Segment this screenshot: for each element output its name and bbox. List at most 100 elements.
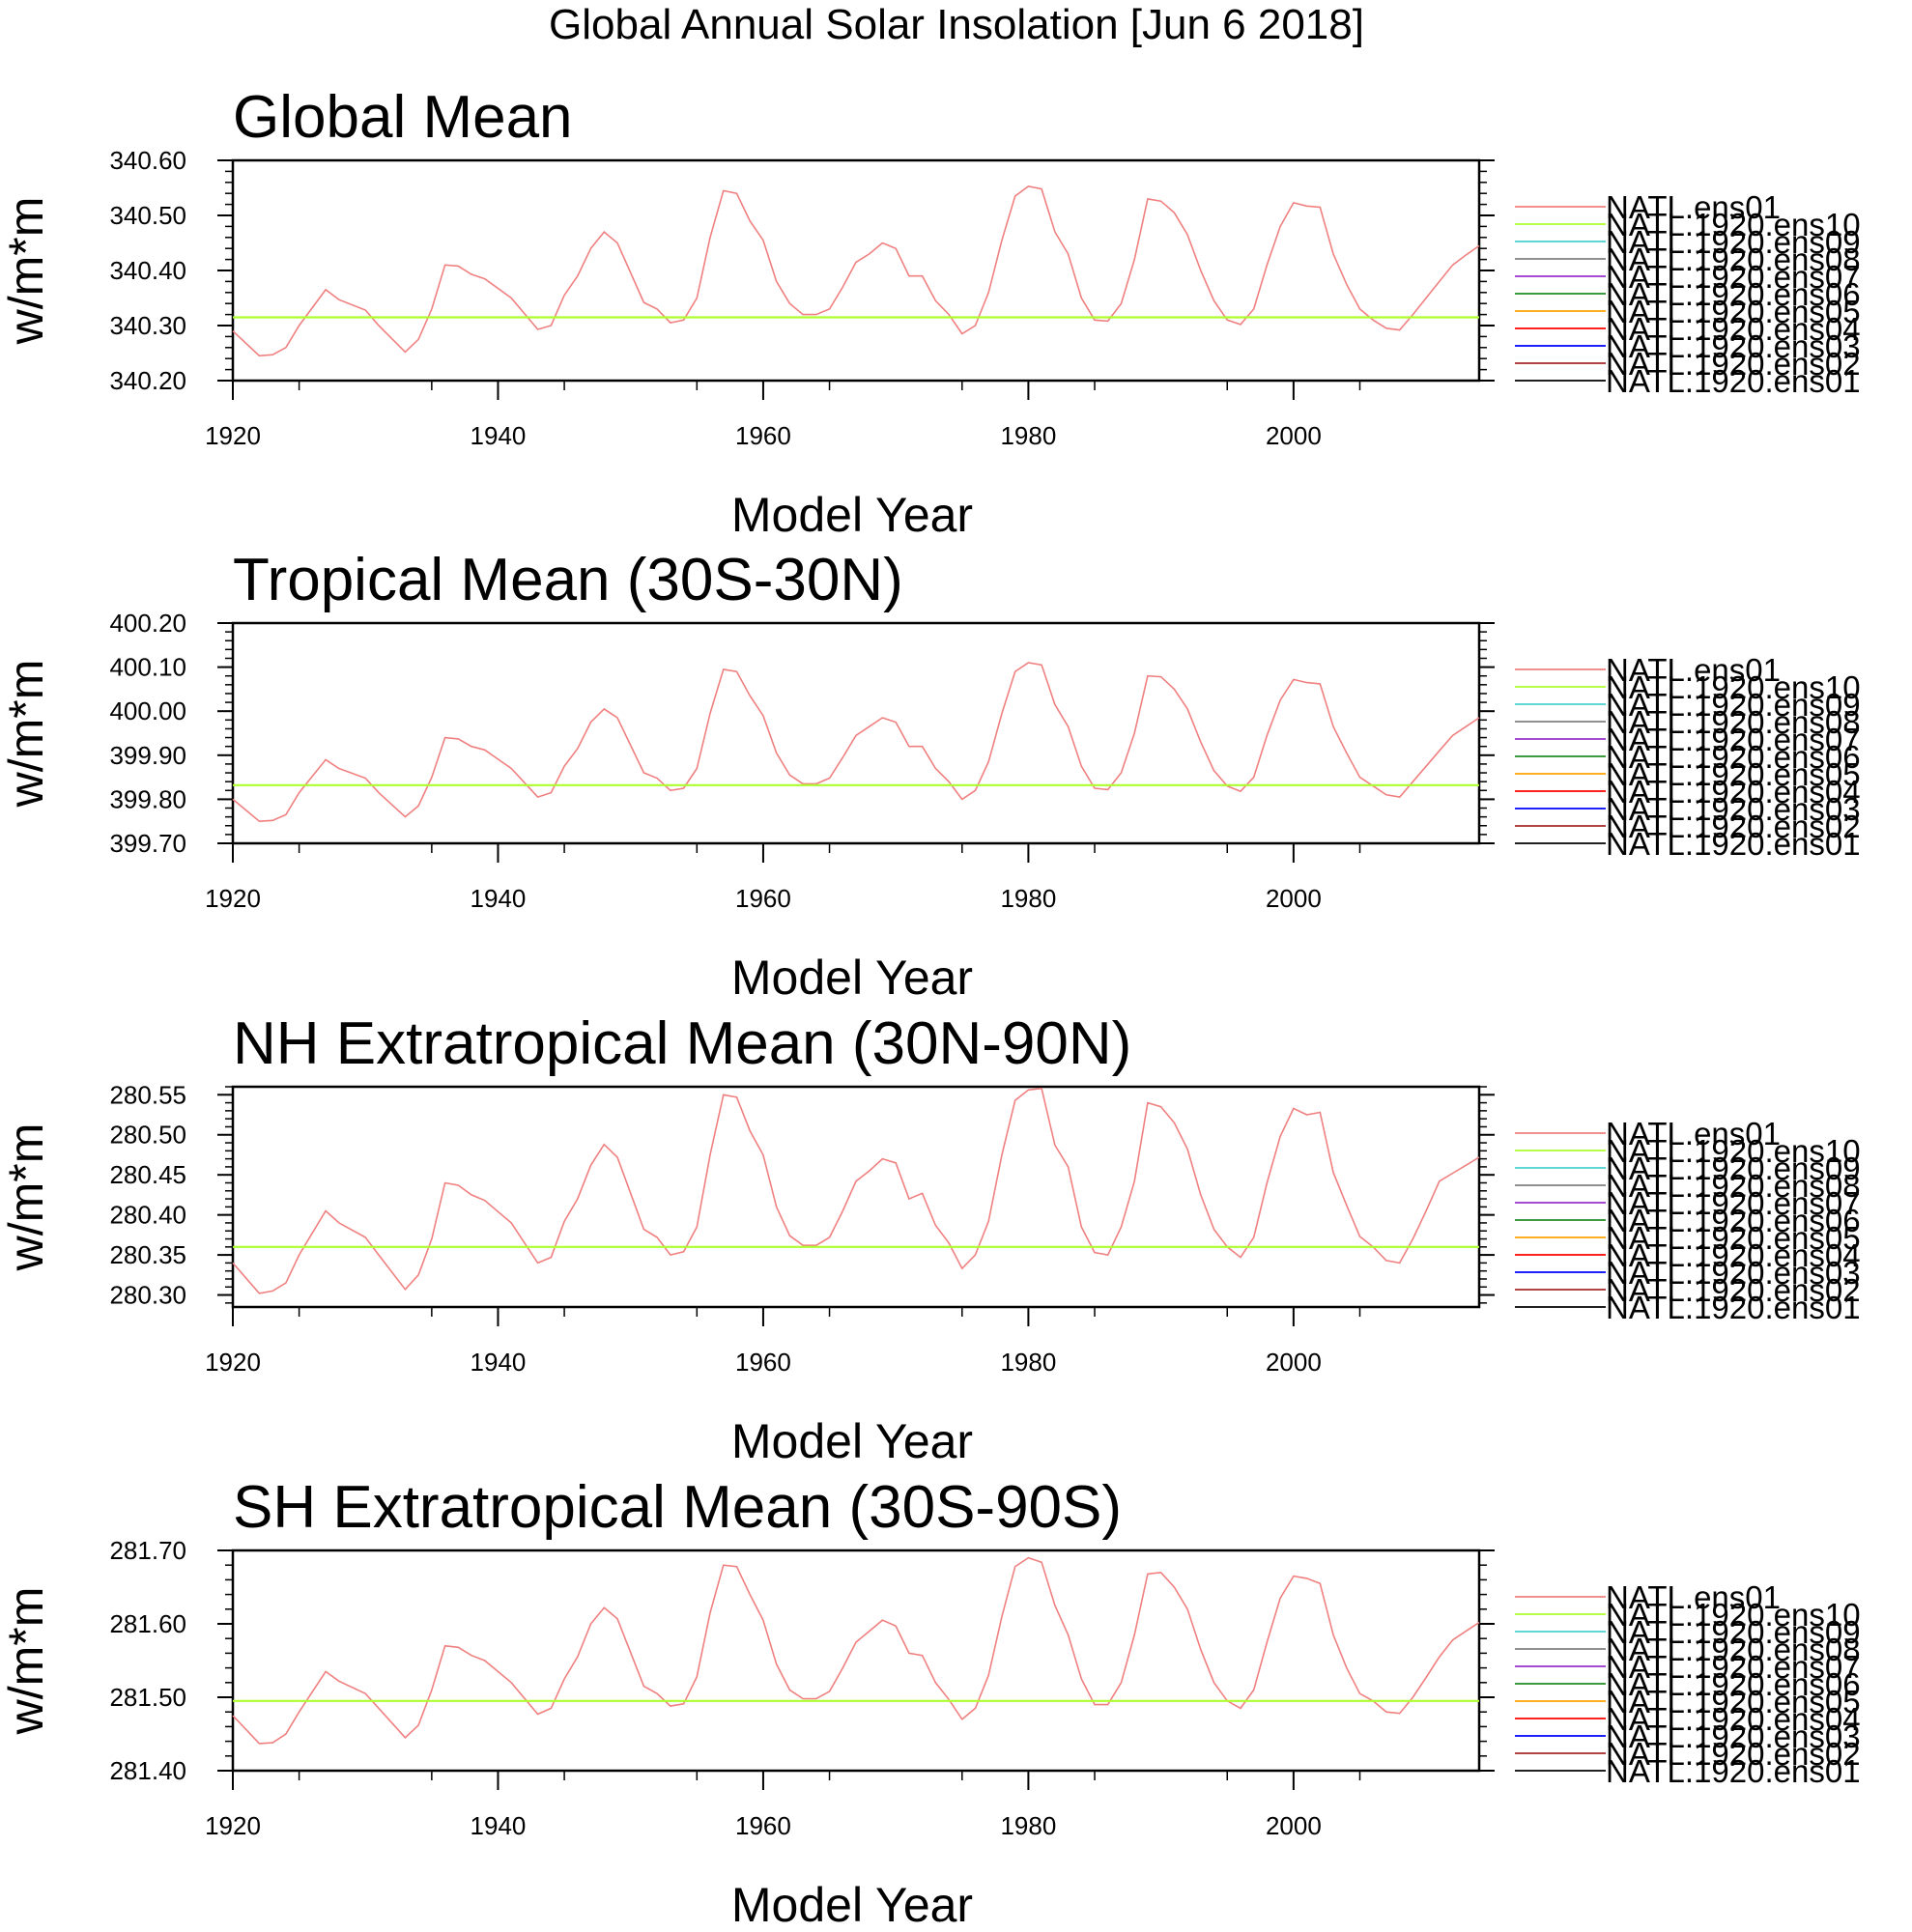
x-tick-label: 1940: [471, 1811, 527, 1840]
chart-panel-2: Tropical Mean (30S-30N) w/m*m Model Year 39…: [0, 547, 1861, 1005]
chart-panel-3: NH Extratropical Mean (30N-90N) w/m*m Mode…: [0, 1010, 1861, 1468]
legend-label: NATL.1920.ens08: [1606, 242, 1861, 277]
x-tick-label: 2000: [1266, 1348, 1322, 1377]
y-axis-label: w/m*m: [0, 197, 53, 346]
plot-frame: [231, 1548, 1481, 1773]
y-tick-label: 400.00: [109, 696, 186, 725]
y-tick-label: 340.30: [109, 311, 186, 340]
y-tick-label: 400.20: [109, 609, 186, 638]
legend-label: NATL.1920.ens04: [1606, 1701, 1861, 1737]
x-tick-label: 1960: [735, 1811, 791, 1840]
y-tick-label: 399.90: [109, 741, 186, 770]
y-minor-ticks: [225, 1086, 1487, 1304]
x-tick-label: 1940: [471, 421, 527, 450]
y-tick-label: 280.30: [109, 1281, 186, 1310]
y-tick-label: 340.50: [109, 201, 186, 230]
legend-label: NATL.1920.ens02: [1606, 809, 1861, 844]
legend: NATL.ens01NATL.1920.ens10NATL.1920.ens09…: [1515, 652, 1861, 862]
x-tick-label: 1980: [1000, 884, 1056, 913]
legend-label: NATL.ens01: [1606, 652, 1781, 688]
y-axis-label: w/m*m: [0, 1587, 53, 1736]
y-tick-label: 280.45: [109, 1160, 186, 1189]
y-tick-label: 340.20: [109, 366, 186, 395]
panel-title: Tropical Mean (30S-30N): [233, 547, 903, 613]
x-tick-label: 1960: [735, 1348, 791, 1377]
legend-label: NATL.1920.ens01: [1606, 1753, 1861, 1789]
x-tick-label: 1920: [205, 1811, 261, 1840]
legend-label: NATL.1920.ens08: [1606, 1632, 1861, 1667]
legend-label: NATL.1920.ens02: [1606, 346, 1861, 382]
legend-label: NATL.1920.ens04: [1606, 311, 1861, 347]
series-line-NATL-ens01: [232, 1556, 1480, 1745]
series-line-NATL-ens01: [232, 185, 1480, 357]
legend-label: NATL.1920.ens07: [1606, 259, 1861, 295]
y-tick-label: 340.40: [109, 256, 186, 285]
y-tick-label: 280.50: [109, 1121, 186, 1150]
legend-label: NATL.1920.ens03: [1606, 1719, 1861, 1754]
legend-label: NATL.1920.ens05: [1606, 1220, 1861, 1256]
y-axis-label: w/m*m: [0, 1123, 53, 1272]
legend-label: NATL.1920.ens08: [1606, 1168, 1861, 1204]
legend-label: NATL.1920.ens09: [1606, 687, 1861, 723]
legend-label: NATL.1920.ens04: [1606, 774, 1861, 810]
legend-label: NATL.1920.ens10: [1606, 207, 1861, 242]
legend-label: NATL.1920.ens03: [1606, 1255, 1861, 1291]
plot-frame: [231, 1085, 1481, 1309]
panel-title: NH Extratropical Mean (30N-90N): [233, 1010, 1131, 1077]
legend-label: NATL.1920.ens02: [1606, 1736, 1861, 1772]
legend-label: NATL.1920.ens06: [1606, 276, 1861, 312]
legend-label: NATL.1920.ens01: [1606, 1290, 1861, 1325]
x-tick-label: 2000: [1266, 1811, 1322, 1840]
legend-label: NATL.ens01: [1606, 1579, 1781, 1615]
x-tick-label: 1980: [1000, 421, 1056, 450]
legend-label: NATL.1920.ens01: [1606, 826, 1861, 862]
y-axis-label: w/m*m: [0, 660, 53, 809]
legend-label: NATL.1920.ens10: [1606, 669, 1861, 705]
y-tick-label: 280.35: [109, 1240, 186, 1269]
x-tick-label: 1980: [1000, 1348, 1056, 1377]
legend: NATL.ens01NATL.1920.ens10NATL.1920.ens09…: [1515, 1579, 1861, 1789]
legend-label: NATL.1920.ens01: [1606, 363, 1861, 399]
y-tick-label: 280.40: [109, 1201, 186, 1230]
legend-label: NATL.1920.ens03: [1606, 791, 1861, 827]
legend-label: NATL.1920.ens07: [1606, 1649, 1861, 1685]
legend-label: NATL.1920.ens08: [1606, 704, 1861, 740]
y-tick-label: 280.55: [109, 1080, 186, 1109]
chart-panel-1: Global Mean w/m*m Model Year 340.20 340.30 34…: [0, 84, 1861, 542]
legend-label: NATL.1920.ens09: [1606, 224, 1861, 260]
series-line-NATL-ens01: [232, 1087, 1480, 1294]
x-tick-label: 1940: [471, 1348, 527, 1377]
x-tick-label: 1920: [205, 421, 261, 450]
x-axis-label: Model Year: [731, 951, 973, 1005]
x-axis-label: Model Year: [731, 1414, 973, 1468]
legend-label: NATL.1920.ens02: [1606, 1272, 1861, 1308]
y-tick-label: 281.60: [109, 1609, 186, 1638]
legend-label: NATL.ens01: [1606, 189, 1781, 225]
y-tick-label: 399.70: [109, 829, 186, 858]
y-tick-label: 281.40: [109, 1756, 186, 1785]
x-tick-label: 1960: [735, 884, 791, 913]
legend-label: NATL.1920.ens09: [1606, 1151, 1861, 1186]
legend-label: NATL.1920.ens06: [1606, 739, 1861, 775]
legend-label: NATL.1920.ens05: [1606, 1684, 1861, 1719]
plot-frame: [231, 621, 1481, 845]
y-tick-label: 399.80: [109, 784, 186, 813]
legend-label: NATL.ens01: [1606, 1116, 1781, 1151]
chart-panel-4: SH Extratropical Mean (30S-90S) w/m*m Mode…: [0, 1474, 1861, 1932]
legend-label: NATL.1920.ens06: [1606, 1666, 1861, 1702]
y-tick-label: 400.10: [109, 653, 186, 682]
legend-label: NATL.1920.ens10: [1606, 1133, 1861, 1169]
panel-title: SH Extratropical Mean (30S-90S): [233, 1474, 1122, 1541]
x-tick-label: 1920: [205, 1348, 261, 1377]
x-tick-label: 1960: [735, 421, 791, 450]
x-axis-label: Model Year: [731, 488, 973, 542]
legend: NATL.ens01NATL.1920.ens10NATL.1920.ens09…: [1515, 189, 1861, 399]
legend-label: NATL.1920.ens05: [1606, 294, 1861, 329]
series-line-NATL-ens01: [232, 662, 1480, 823]
legend-label: NATL.1920.ens10: [1606, 1597, 1861, 1633]
legend-label: NATL.1920.ens04: [1606, 1237, 1861, 1273]
panels: Global Mean w/m*m Model Year 340.20 340.30 34…: [0, 84, 1861, 1932]
y-tick-label: 340.60: [109, 146, 186, 175]
legend-label: NATL.1920.ens07: [1606, 1185, 1861, 1221]
